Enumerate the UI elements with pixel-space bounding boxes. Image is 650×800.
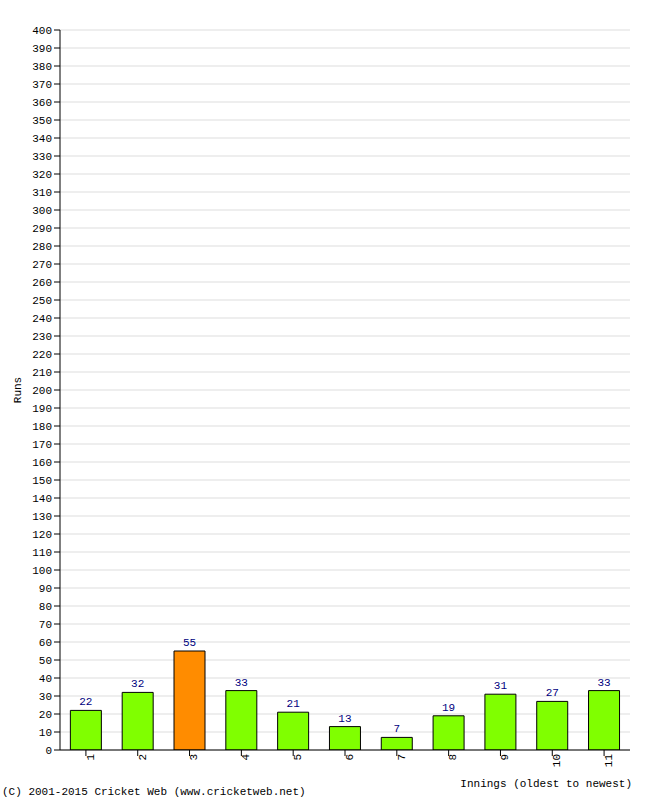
svg-text:31: 31 xyxy=(494,680,508,692)
html-text:(C) 2001-2015 Cricket Web (www: (C) 2001-2015 Cricket Web (www.cricketwe… xyxy=(2,786,306,798)
svg-text:55: 55 xyxy=(183,637,196,649)
svg-text:60: 60 xyxy=(39,637,52,649)
svg-text:370: 370 xyxy=(32,79,52,91)
svg-text:200: 200 xyxy=(32,385,52,397)
svg-text:30: 30 xyxy=(39,691,52,703)
svg-text:6: 6 xyxy=(344,754,356,761)
svg-text:21: 21 xyxy=(287,698,301,710)
svg-text:50: 50 xyxy=(39,655,52,667)
svg-text:360: 360 xyxy=(32,97,52,109)
svg-text:390: 390 xyxy=(32,43,52,55)
svg-text:10: 10 xyxy=(551,754,563,767)
svg-text:33: 33 xyxy=(235,677,248,689)
svg-text:170: 170 xyxy=(32,439,52,451)
svg-text:10: 10 xyxy=(39,727,52,739)
svg-text:240: 240 xyxy=(32,313,52,325)
svg-text:33: 33 xyxy=(597,677,610,689)
svg-text:19: 19 xyxy=(442,702,455,714)
svg-text:32: 32 xyxy=(131,678,144,690)
svg-text:180: 180 xyxy=(32,421,52,433)
svg-text:260: 260 xyxy=(32,277,52,289)
svg-text:230: 230 xyxy=(32,331,52,343)
svg-text:400: 400 xyxy=(32,25,52,37)
svg-text:250: 250 xyxy=(32,295,52,307)
svg-text:330: 330 xyxy=(32,151,52,163)
svg-text:290: 290 xyxy=(32,223,52,235)
svg-text:380: 380 xyxy=(32,61,52,73)
svg-text:7: 7 xyxy=(393,723,400,735)
svg-text:40: 40 xyxy=(39,673,52,685)
svg-text:80: 80 xyxy=(39,601,52,613)
svg-text:90: 90 xyxy=(39,583,52,595)
svg-text:300: 300 xyxy=(32,205,52,217)
svg-text:11: 11 xyxy=(603,754,615,768)
svg-text:100: 100 xyxy=(32,565,52,577)
svg-text:13: 13 xyxy=(338,713,351,725)
svg-text:340: 340 xyxy=(32,133,52,145)
svg-text:310: 310 xyxy=(32,187,52,199)
svg-text:27: 27 xyxy=(546,687,559,699)
svg-text:8: 8 xyxy=(447,754,459,761)
svg-text:4: 4 xyxy=(240,754,252,761)
svg-text:22: 22 xyxy=(79,696,92,708)
svg-text:0: 0 xyxy=(45,745,52,757)
svg-text:320: 320 xyxy=(32,169,52,181)
svg-text:270: 270 xyxy=(32,259,52,271)
svg-text:210: 210 xyxy=(32,367,52,379)
svg-text:120: 120 xyxy=(32,529,52,541)
svg-text:190: 190 xyxy=(32,403,52,415)
svg-text:160: 160 xyxy=(32,457,52,469)
svg-text:Runs: Runs xyxy=(12,377,24,403)
svg-text:1: 1 xyxy=(85,754,97,761)
svg-text:110: 110 xyxy=(32,547,52,559)
svg-text:5: 5 xyxy=(292,754,304,761)
svg-text:3: 3 xyxy=(188,754,200,761)
svg-text:70: 70 xyxy=(39,619,52,631)
svg-text:130: 130 xyxy=(32,511,52,523)
svg-text:140: 140 xyxy=(32,493,52,505)
svg-text:20: 20 xyxy=(39,709,52,721)
svg-text:220: 220 xyxy=(32,349,52,361)
svg-text:9: 9 xyxy=(499,754,511,761)
svg-text:280: 280 xyxy=(32,241,52,253)
svg-text:2: 2 xyxy=(137,754,149,761)
svg-text:350: 350 xyxy=(32,115,52,127)
svg-text:150: 150 xyxy=(32,475,52,487)
svg-text:Innings (oldest to newest): Innings (oldest to newest) xyxy=(460,778,632,790)
svg-text:7: 7 xyxy=(396,754,408,761)
